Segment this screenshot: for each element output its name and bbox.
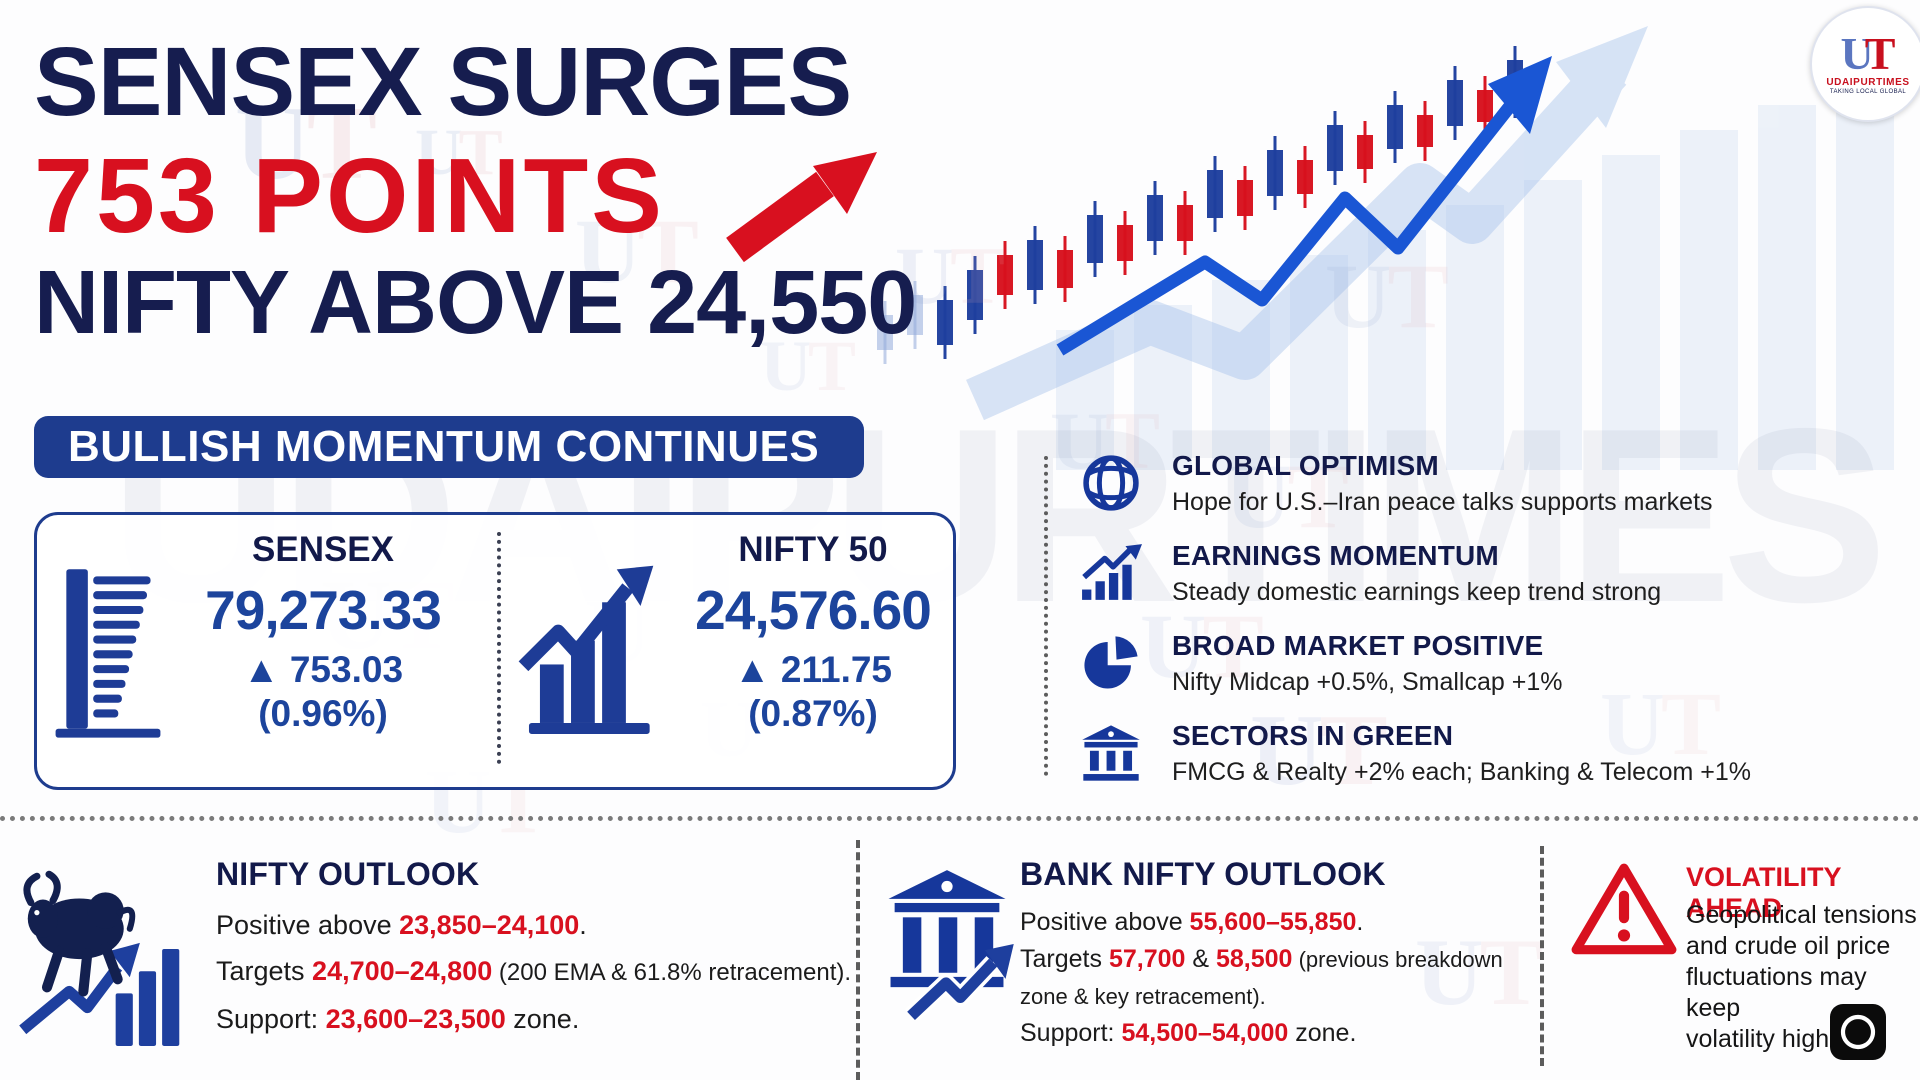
index-summary-card bbox=[34, 512, 956, 790]
sensex-change: ▲ 753.03 bbox=[242, 649, 404, 690]
sensex-change-pct: (0.96%) bbox=[258, 693, 388, 734]
driver-title: SECTORS IN GREEN bbox=[1172, 720, 1454, 751]
watermark-ut: UT bbox=[1250, 694, 1388, 807]
driver-title: BROAD MARKET POSITIVE bbox=[1172, 630, 1544, 661]
trend-arrow bbox=[1056, 56, 1552, 356]
nifty-outlook-lines: Positive above 23,850–24,100. Targets 24… bbox=[216, 910, 852, 1034]
headline-line3: NIFTY ABOVE 24,550 bbox=[34, 253, 917, 353]
watermark-ut: UT bbox=[1600, 675, 1722, 774]
watermark-ut: UT bbox=[1225, 445, 1349, 547]
sensex-block: SENSEX 79,273.33 ▲ 753.03 (0.96%) bbox=[168, 530, 478, 735]
section-divider bbox=[1540, 846, 1544, 1066]
candles bbox=[877, 46, 1523, 364]
nifty-block: NIFTY 50 24,576.60 ▲ 211.75 (0.87%) bbox=[678, 530, 948, 735]
sensex-value: 79,273.33 bbox=[205, 579, 442, 641]
headline-line2: 753 POINTS bbox=[34, 137, 665, 255]
watermark-ut: UT bbox=[235, 84, 377, 201]
globe-icon bbox=[1083, 455, 1139, 511]
driver-desc: Nifty Midcap +0.5%, Smallcap +1% bbox=[1172, 668, 1563, 696]
brand-logo: UT UDAIPURTIMES TAKING LOCAL GLOBAL bbox=[1810, 6, 1920, 122]
nifty-label: NIFTY 50 bbox=[738, 530, 888, 569]
bank-icon bbox=[1082, 725, 1140, 781]
bank-chart-icon bbox=[888, 870, 1014, 1020]
pie-chart-icon bbox=[1084, 636, 1138, 689]
brand-name: UDAIPURTIMES bbox=[1826, 76, 1910, 88]
headline-line1: SENSEX SURGES bbox=[34, 27, 852, 136]
driver-earnings-momentum: EARNINGS MOMENTUM Steady domestic earnin… bbox=[1080, 540, 1751, 607]
volatility-title: VOLATILITY AHEAD bbox=[1686, 862, 1841, 923]
nifty-change: ▲ 211.75 bbox=[733, 649, 893, 690]
watermark-ut: UT bbox=[1140, 595, 1264, 697]
market-drivers-list: GLOBAL OPTIMISM Hope for U.S.–Iran peace… bbox=[1080, 450, 1751, 787]
bank-outlook-title: BANK NIFTY OUTLOOK bbox=[1020, 856, 1386, 892]
watermark-ut: UT bbox=[1325, 245, 1449, 347]
pale-trend-arrow bbox=[966, 26, 1648, 421]
nifty-outlook-title: NIFTY OUTLOOK bbox=[216, 856, 480, 892]
bank-outlook-lines: Positive above 55,600–55,850. Targets 57… bbox=[1020, 908, 1503, 1047]
brand-tagline: TAKING LOCAL GLOBAL bbox=[1829, 88, 1907, 95]
driver-title: EARNINGS MOMENTUM bbox=[1172, 540, 1499, 571]
up-triangle-icon: ▲ bbox=[242, 649, 280, 690]
openai-logo-icon bbox=[1830, 1004, 1886, 1060]
horizontal-divider bbox=[0, 816, 1920, 821]
card-divider bbox=[497, 532, 501, 764]
bse-building-icon bbox=[55, 569, 161, 738]
up-right-arrow-icon bbox=[726, 152, 877, 263]
volatility-text: Geopolitical tensions and crude oil pric… bbox=[1686, 901, 1917, 1053]
driver-sectors-green: SECTORS IN GREEN FMCG & Realty +2% each;… bbox=[1080, 720, 1751, 787]
momentum-banner-label: BULLISH MOMENTUM CONTINUES bbox=[68, 422, 820, 471]
watermark-ut: UT bbox=[895, 230, 1005, 321]
warning-triangle-icon bbox=[1571, 863, 1677, 955]
driver-broad-market: BROAD MARKET POSITIVE Nifty Midcap +0.5%… bbox=[1080, 630, 1751, 697]
faint-bars bbox=[1056, 80, 1894, 470]
drivers-divider bbox=[1044, 456, 1048, 776]
bull-icon bbox=[19, 870, 180, 1046]
momentum-banner: BULLISH MOMENTUM CONTINUES bbox=[34, 416, 864, 478]
watermark-ut: UT bbox=[760, 326, 857, 406]
up-triangle-icon: ▲ bbox=[733, 649, 771, 690]
watermark-ut: UT bbox=[575, 200, 699, 302]
nifty-change-pct: (0.87%) bbox=[748, 693, 878, 734]
driver-global-optimism: GLOBAL OPTIMISM Hope for U.S.–Iran peace… bbox=[1080, 450, 1751, 517]
earnings-growth-icon bbox=[1082, 544, 1142, 600]
rising-bars-arrow-icon bbox=[518, 565, 654, 734]
driver-title: GLOBAL OPTIMISM bbox=[1172, 450, 1439, 481]
driver-desc: FMCG & Realty +2% each; Banking & Teleco… bbox=[1172, 758, 1751, 786]
nifty-value: 24,576.60 bbox=[695, 579, 932, 641]
section-divider bbox=[856, 840, 860, 1080]
sensex-label: SENSEX bbox=[252, 530, 394, 569]
driver-desc: Hope for U.S.–Iran peace talks supports … bbox=[1172, 488, 1713, 516]
watermark-ut: UT bbox=[415, 116, 503, 189]
driver-desc: Steady domestic earnings keep trend stro… bbox=[1172, 578, 1662, 606]
watermark-ut: UT bbox=[1415, 919, 1543, 1025]
brand-monogram: UT bbox=[1840, 28, 1896, 80]
